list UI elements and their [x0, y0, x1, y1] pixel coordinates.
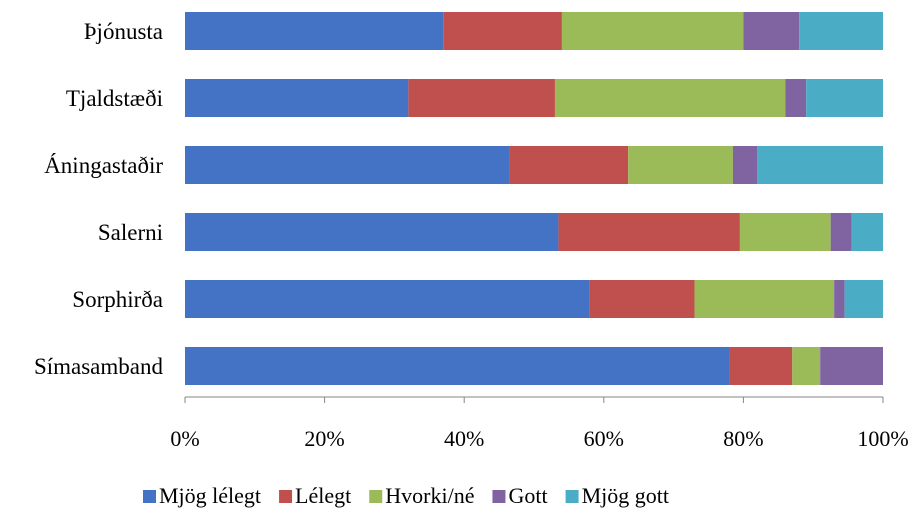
x-tick-label: 40%	[444, 426, 484, 451]
category-label: Salerni	[98, 220, 163, 245]
bar-segment-4-3	[834, 280, 845, 318]
legend-label: Mjög lélegt	[159, 483, 261, 508]
category-label: Símasamband	[34, 354, 164, 379]
bar-segment-3-2	[739, 213, 831, 251]
bar-segment-0-1	[443, 12, 562, 50]
bar-segment-3-1	[558, 213, 740, 251]
legend-label: Mjög gott	[582, 483, 669, 508]
bar-segment-5-1	[729, 347, 793, 385]
bar-segment-3-0	[185, 213, 559, 251]
legend-label: Gott	[508, 483, 547, 508]
category-label: Áningastaðir	[44, 153, 163, 178]
x-tick-label: 60%	[584, 426, 624, 451]
legend-label: Hvorki/né	[385, 483, 474, 508]
x-tick-label: 80%	[723, 426, 763, 451]
bar-segment-1-2	[554, 79, 786, 117]
x-axis	[184, 396, 884, 403]
bar-segment-2-4	[757, 146, 883, 184]
legend-swatch	[492, 490, 506, 503]
bar-segment-5-3	[820, 347, 883, 385]
bar-segment-0-4	[799, 12, 883, 50]
bar-segment-4-2	[694, 280, 835, 318]
bar-segment-2-2	[628, 146, 733, 184]
category-label: Tjaldstæði	[66, 86, 163, 111]
category-label: Þjónusta	[84, 19, 163, 44]
bar-segment-2-3	[732, 146, 758, 184]
x-tick-label: 20%	[304, 426, 344, 451]
bar-segment-1-0	[185, 79, 409, 117]
bar-segment-4-4	[844, 280, 883, 318]
bar-segment-0-2	[561, 12, 744, 50]
category-label: Sorphirða	[72, 287, 163, 312]
bar-segment-0-3	[743, 12, 800, 50]
bar-segment-0-0	[185, 12, 444, 50]
legend-label: Lélegt	[295, 483, 351, 508]
bar-segment-3-4	[851, 213, 883, 251]
x-tick-label: 100%	[857, 426, 908, 451]
bar-segment-1-3	[785, 79, 807, 117]
bar-segment-5-0	[185, 347, 730, 385]
bar-segment-4-0	[185, 280, 590, 318]
legend-swatch	[565, 490, 579, 503]
category-labels: Þjónusta Tjaldstæði Áningastaðir Salerni Sor…	[34, 19, 164, 379]
bars-layer	[185, 12, 883, 385]
bar-segment-2-1	[509, 146, 629, 184]
bar-segment-1-4	[806, 79, 883, 117]
bar-segment-3-3	[830, 213, 852, 251]
legend-swatch	[369, 490, 383, 503]
legend-swatch	[143, 490, 156, 503]
bar-segment-1-1	[408, 79, 555, 117]
bar-segment-2-0	[185, 146, 510, 184]
bar-segment-4-1	[589, 280, 695, 318]
x-tick-labels: 0% 20% 40% 60% 80% 100%	[170, 426, 908, 451]
bar-segment-5-2	[792, 347, 821, 385]
legend-swatch	[279, 490, 293, 503]
x-tick-label: 0%	[170, 426, 199, 451]
legend: Mjög lélegt Lélegt Hvorki/né Gott Mjög gott	[143, 483, 669, 508]
